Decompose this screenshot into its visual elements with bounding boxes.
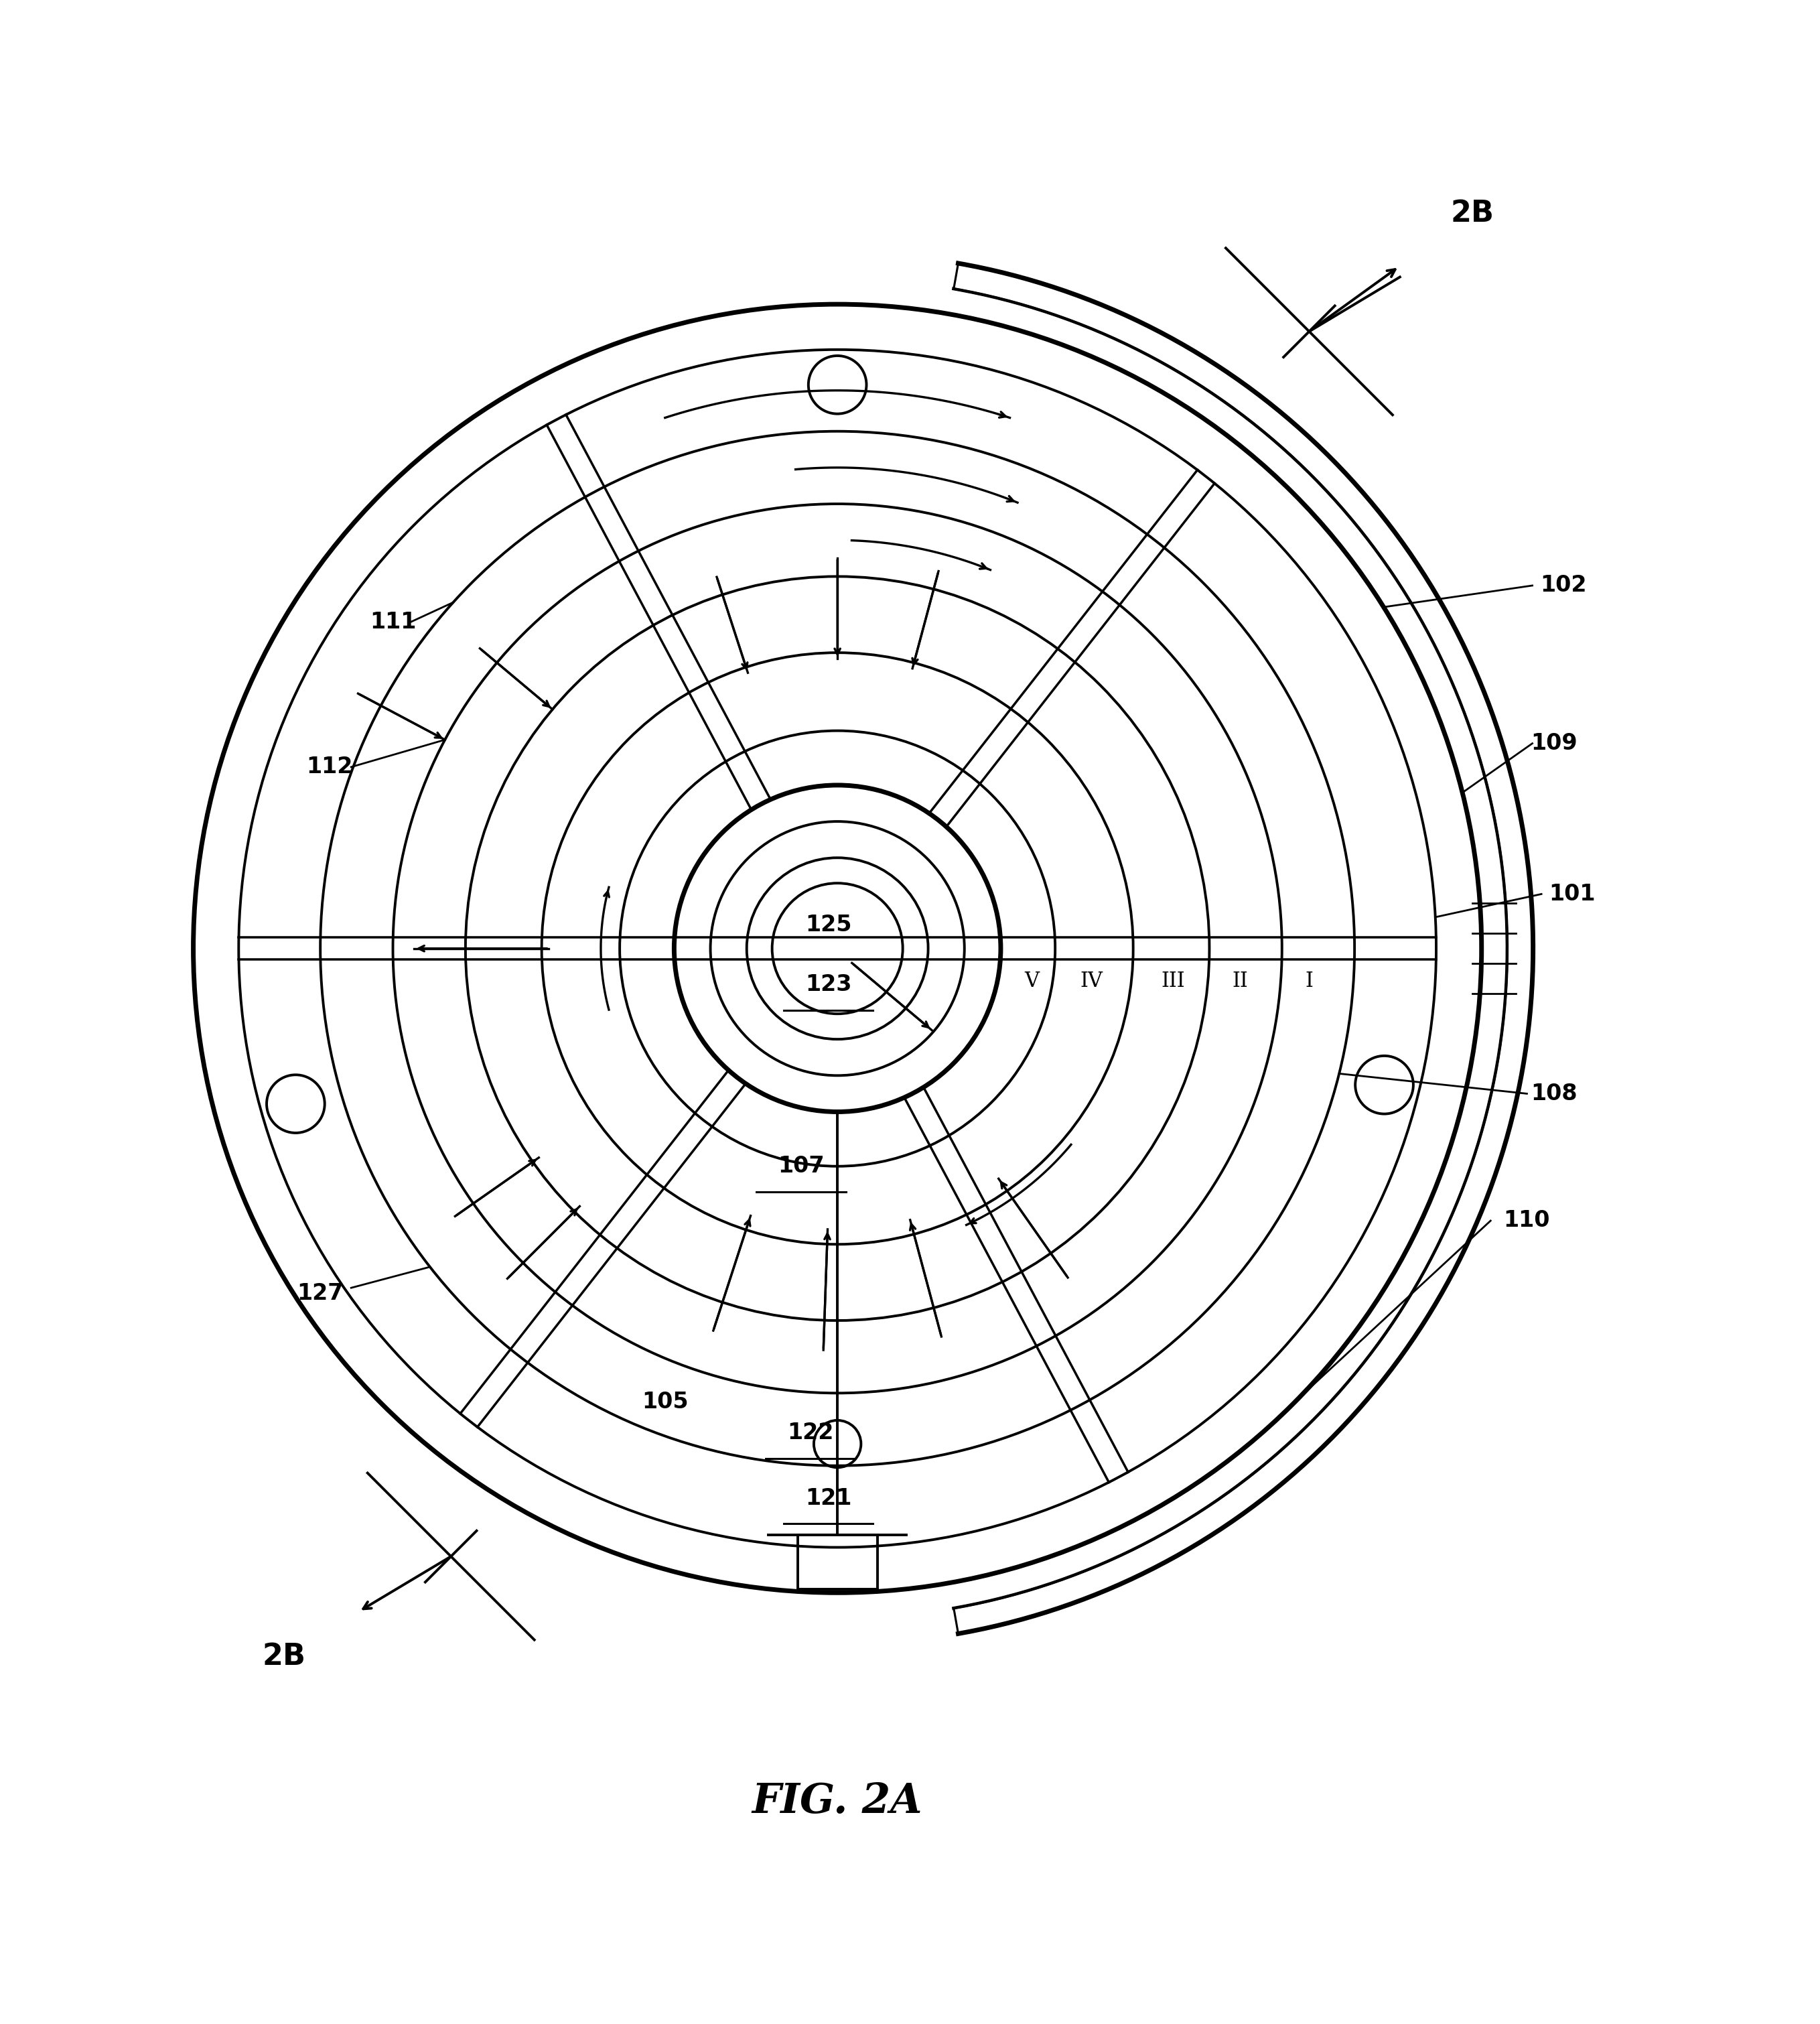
Polygon shape (954, 263, 1532, 1633)
Text: 121: 121 (804, 1488, 852, 1510)
Text: FIG. 2A: FIG. 2A (752, 1781, 923, 1822)
Text: 111: 111 (369, 611, 417, 634)
Text: IV: IV (1079, 972, 1103, 992)
Text: 102: 102 (1540, 575, 1587, 597)
Text: I: I (1305, 972, 1314, 992)
Text: 108: 108 (1531, 1083, 1578, 1105)
Text: 112: 112 (306, 755, 353, 777)
Text: 127: 127 (297, 1283, 344, 1303)
Text: V: V (1025, 972, 1039, 992)
Text: 107: 107 (777, 1156, 824, 1178)
Text: 101: 101 (1549, 882, 1596, 905)
Text: II: II (1232, 972, 1249, 992)
Text: III: III (1161, 972, 1185, 992)
Text: 2B: 2B (1451, 198, 1494, 229)
Text: 109: 109 (1531, 733, 1578, 755)
Text: 123: 123 (804, 974, 852, 996)
Text: 125: 125 (804, 915, 852, 935)
Text: 2B: 2B (262, 1641, 306, 1670)
Text: 105: 105 (642, 1390, 688, 1413)
Text: 110: 110 (1503, 1210, 1551, 1233)
Text: 122: 122 (786, 1423, 834, 1443)
